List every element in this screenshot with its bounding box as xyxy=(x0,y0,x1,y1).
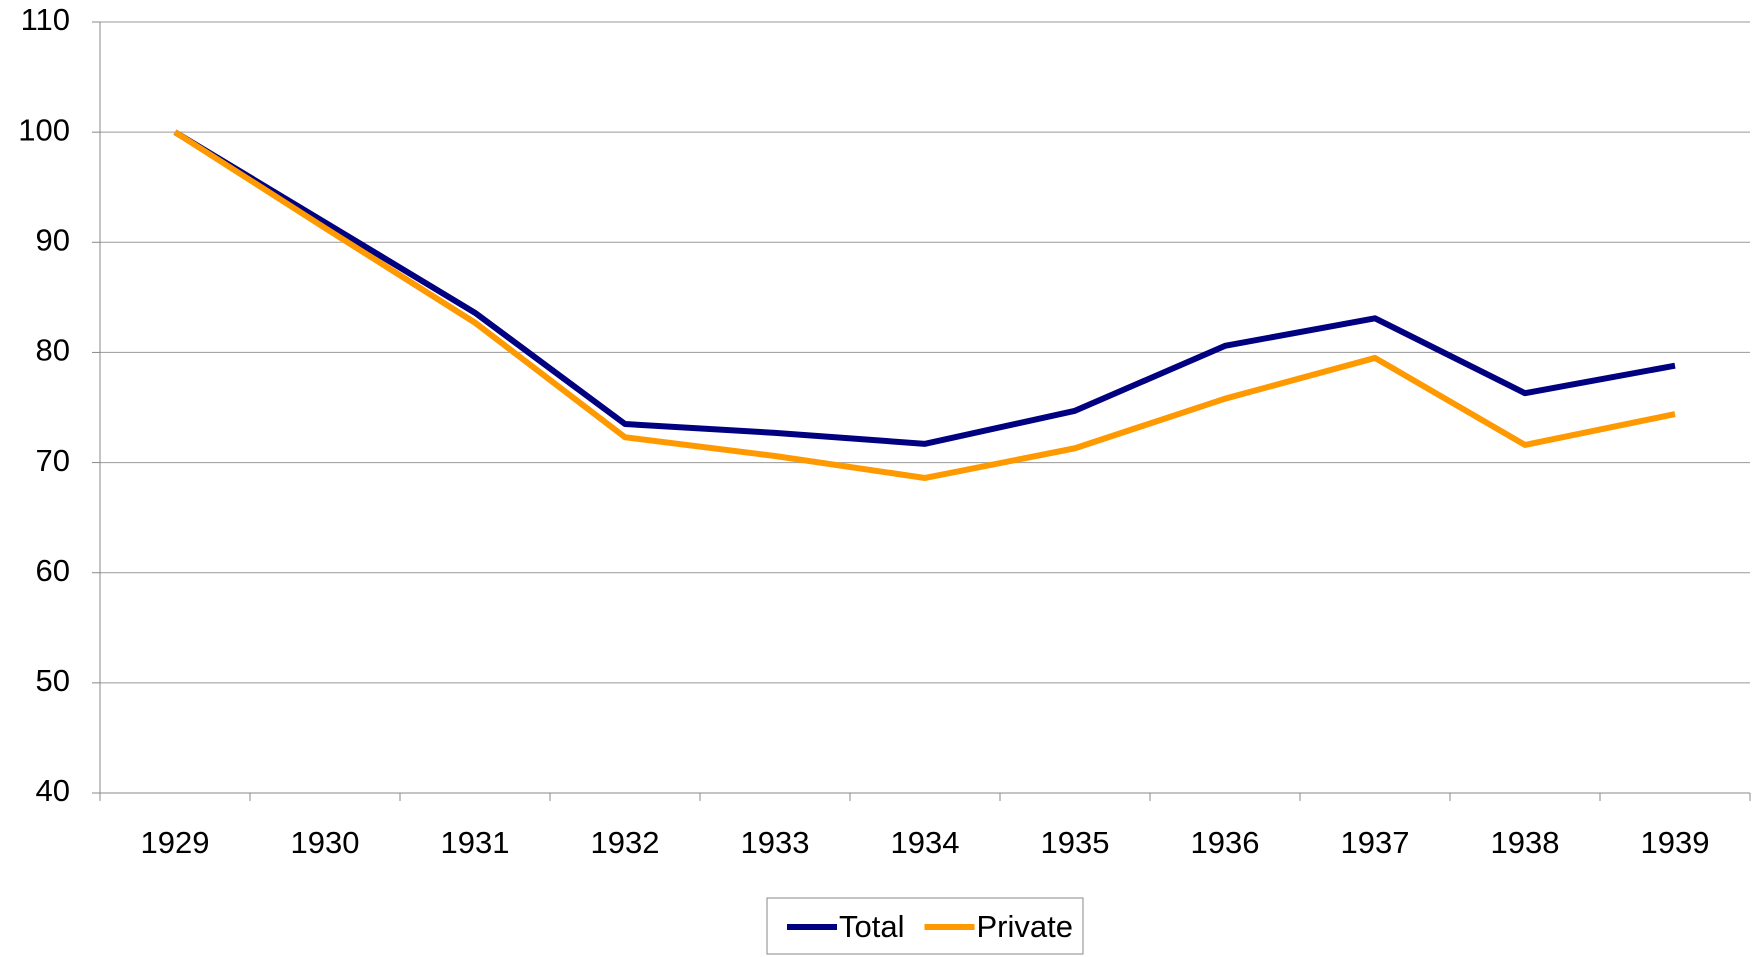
x-tick-label: 1939 xyxy=(1641,825,1710,860)
x-tick-label: 1929 xyxy=(141,825,210,860)
x-tick-label: 1936 xyxy=(1191,825,1260,860)
y-tick-label: 80 xyxy=(36,333,70,368)
x-tick-label: 1934 xyxy=(891,825,960,860)
x-tick-label: 1937 xyxy=(1341,825,1410,860)
x-tick-label: 1935 xyxy=(1041,825,1110,860)
series-line xyxy=(173,129,1676,447)
y-tick-label: 50 xyxy=(36,663,70,698)
y-tick-label: 90 xyxy=(36,222,70,257)
legend: Total Private xyxy=(766,897,1084,955)
legend-label: Total xyxy=(839,909,904,944)
x-tick-label: 1931 xyxy=(441,825,510,860)
y-tick-label: 40 xyxy=(36,773,70,808)
y-tick-label: 100 xyxy=(18,112,70,147)
y-tick-label: 60 xyxy=(36,553,70,588)
series-line xyxy=(173,129,1676,481)
x-tick-label: 1933 xyxy=(741,825,810,860)
legend-label: Private xyxy=(977,909,1073,944)
y-tick-label: 110 xyxy=(21,2,70,37)
x-tick-label: 1932 xyxy=(591,825,660,860)
x-tick-label: 1938 xyxy=(1491,825,1560,860)
y-tick-label: 70 xyxy=(36,443,70,478)
x-tick-label: 1930 xyxy=(291,825,360,860)
